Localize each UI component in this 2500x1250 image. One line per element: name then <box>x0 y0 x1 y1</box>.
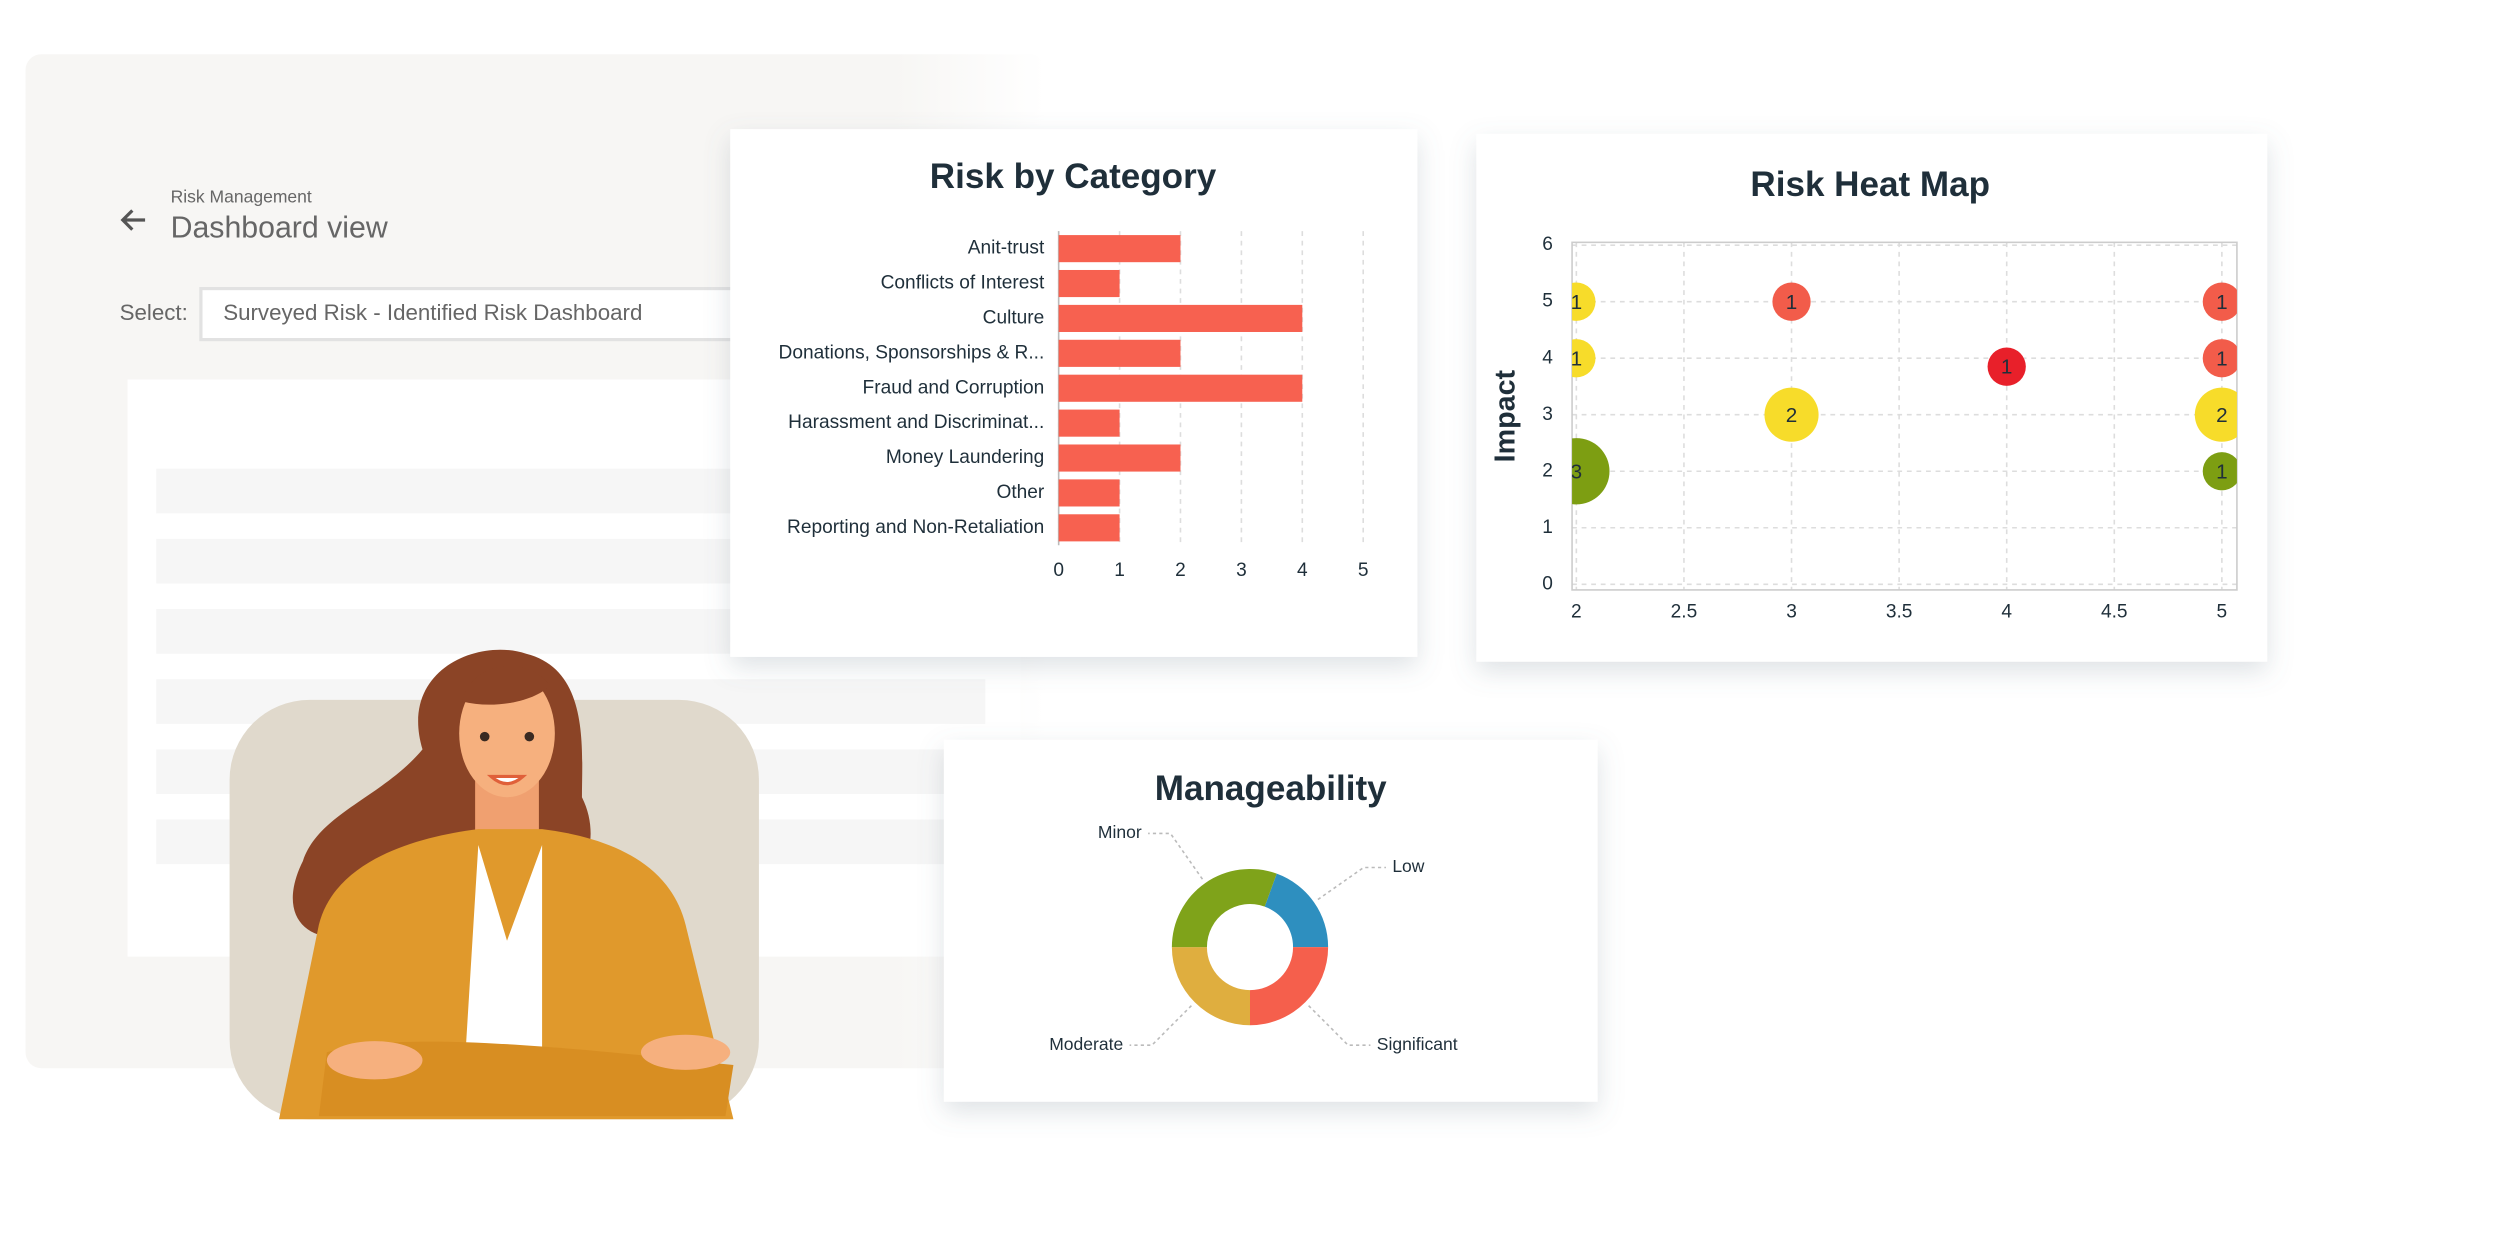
x-tick-label: 4.5 <box>2101 601 2128 622</box>
y-tick-label: 5 <box>1542 291 1553 312</box>
bar <box>1058 339 1181 367</box>
x-tick-label: 1 <box>1114 560 1125 581</box>
x-tick-label: 0 <box>1053 560 1064 581</box>
bubble-label: 1 <box>1786 291 1798 314</box>
donut-slice <box>1171 947 1250 1026</box>
bar <box>1058 269 1120 298</box>
y-tick-label: Donations, Sponsorships & R... <box>779 342 1045 363</box>
bar <box>1058 514 1120 542</box>
bubble <box>1572 438 1610 505</box>
bar <box>1058 409 1120 437</box>
bubble <box>1987 347 2026 386</box>
card <box>943 739 1598 1102</box>
y-tick-label: 0 <box>1542 573 1553 594</box>
x-tick-label: 5 <box>1358 560 1369 581</box>
page-title: Dashboard view <box>171 212 388 245</box>
bubble <box>1772 282 1811 321</box>
bar <box>1058 235 1181 263</box>
bubbles: 1 1 1 1 1 1 2 2 3 1 <box>1571 282 2237 505</box>
slice-label: Minor <box>1098 822 1142 842</box>
bubble <box>1572 339 1596 378</box>
leader-line <box>1308 1005 1371 1046</box>
leader-line <box>1148 832 1204 880</box>
bubble-label: 1 <box>2216 460 2228 483</box>
leader-line <box>1129 1005 1192 1046</box>
bubble-label: 2 <box>1786 404 1798 427</box>
y-tick-label: 3 <box>1542 404 1553 425</box>
y-axis-label: Impact <box>1489 369 1521 462</box>
bubble <box>2194 387 2237 442</box>
chart-title: Risk by Category <box>930 157 1217 196</box>
slice-label: Significant <box>1377 1034 1458 1054</box>
x-tick-label: 3.5 <box>1886 601 1913 622</box>
y-tick-label: 6 <box>1542 234 1553 255</box>
x-tick-label: 2 <box>1175 560 1186 581</box>
y-tick-label: Fraud and Corruption <box>863 377 1045 398</box>
donut-slice <box>1264 873 1329 948</box>
bar <box>1058 444 1181 472</box>
bubble-label: 3 <box>1571 460 1583 483</box>
y-tick-label: 2 <box>1542 460 1553 481</box>
y-tick-label: 1 <box>1542 517 1553 538</box>
bubble-label: 2 <box>2216 404 2228 427</box>
breadcrumb: Risk Management <box>171 186 312 206</box>
slice-label: Low <box>1392 856 1424 876</box>
slice-label: Moderate <box>1049 1034 1123 1054</box>
bubble <box>2202 452 2237 491</box>
chart-title: Manageability <box>1155 769 1387 808</box>
y-tick-label: Anit-trust <box>968 238 1045 259</box>
chart-title: Risk Heat Map <box>1750 165 1990 204</box>
donut-slice <box>1250 947 1329 1026</box>
bubble <box>1764 387 1819 442</box>
y-tick-label: Harassment and Discriminat... <box>788 412 1044 433</box>
y-tick-label: Conflicts of Interest <box>881 273 1045 294</box>
bar <box>1058 304 1303 332</box>
bar <box>1058 479 1120 507</box>
select-box[interactable] <box>199 286 745 342</box>
leader-line <box>1317 866 1386 901</box>
x-tick-label: 5 <box>2217 601 2228 622</box>
bubble-label: 1 <box>1571 291 1583 314</box>
select-value: Surveyed Risk - Identified Risk Dashboar… <box>223 300 642 325</box>
x-tick-label: 2 <box>1571 601 1582 622</box>
bubble-label: 1 <box>2216 347 2228 370</box>
y-tick-label: Money Laundering <box>886 447 1044 468</box>
bubble-label: 1 <box>1571 347 1583 370</box>
bubble-label: 1 <box>2216 291 2228 314</box>
bar <box>1058 374 1303 402</box>
bubble <box>2202 282 2237 321</box>
card <box>1476 133 2268 662</box>
y-tick-label: Other <box>996 482 1044 503</box>
illustration <box>229 649 759 1120</box>
bubble <box>2202 339 2237 378</box>
y-tick-label: Culture <box>983 307 1045 328</box>
x-tick-label: 3 <box>1236 560 1247 581</box>
x-tick-label: 4 <box>2001 601 2012 622</box>
bubble-label: 1 <box>2001 356 2013 379</box>
select-label: Select: <box>120 300 188 325</box>
y-tick-label: 4 <box>1542 347 1553 368</box>
x-tick-label: 3 <box>1786 601 1797 622</box>
x-tick-label: 2.5 <box>1671 601 1698 622</box>
back-arrow[interactable] <box>120 209 146 231</box>
bubble <box>1572 282 1596 321</box>
y-tick-label: Reporting and Non-Retaliation <box>787 517 1044 538</box>
x-tick-label: 4 <box>1297 560 1308 581</box>
donut-slice <box>1171 868 1277 948</box>
